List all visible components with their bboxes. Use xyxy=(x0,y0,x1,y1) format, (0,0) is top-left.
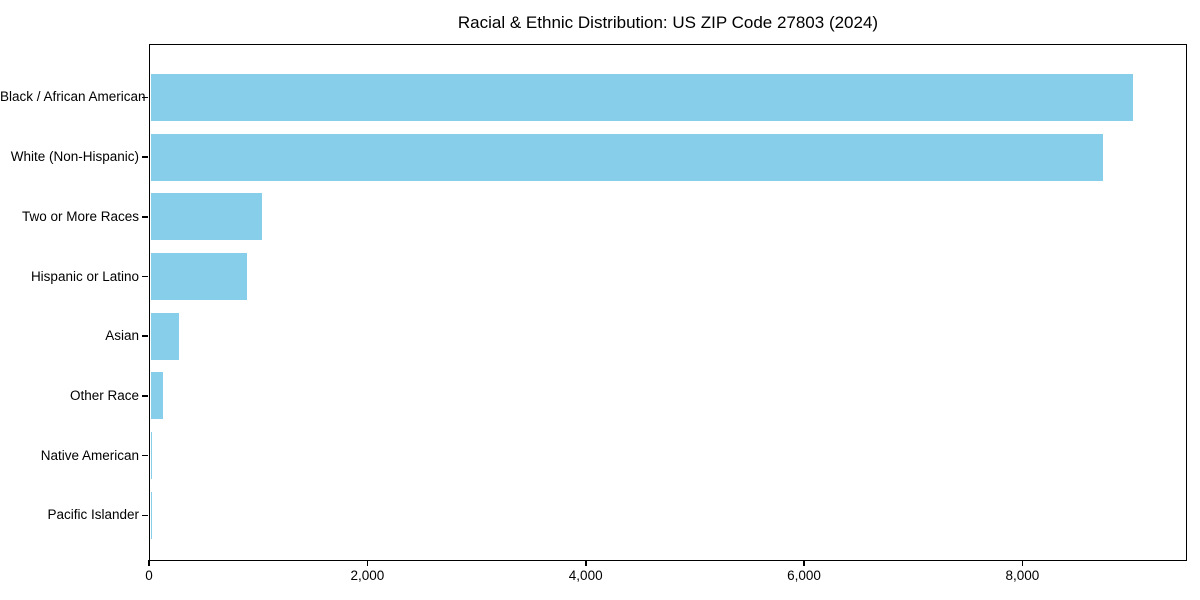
x-tick-mark xyxy=(1021,560,1024,566)
bar-asian xyxy=(150,312,180,360)
y-tick-label: White (Non-Hispanic) xyxy=(10,149,139,165)
x-tick-mark xyxy=(366,560,369,566)
x-tick-label: 4,000 xyxy=(568,568,603,583)
bar-black-african-american xyxy=(150,73,1134,121)
y-tick-mark xyxy=(142,275,148,278)
y-tick-mark xyxy=(142,156,148,158)
y-tick-mark xyxy=(142,335,148,337)
bar-hispanic-or-latino xyxy=(150,253,247,300)
y-tick-label: Asian xyxy=(105,328,139,344)
x-tick-label: 2,000 xyxy=(350,568,385,583)
y-tick-mark xyxy=(142,216,148,218)
x-tick-label: 8,000 xyxy=(1005,568,1040,583)
y-tick-label: Black / African American xyxy=(0,89,146,105)
x-tick-label: 6,000 xyxy=(787,568,821,583)
x-tick-mark xyxy=(148,560,150,566)
chart-title: Racial & Ethnic Distribution: US ZIP Cod… xyxy=(457,13,879,32)
x-tick-label: 0 xyxy=(145,568,153,583)
y-tick-label: Native American xyxy=(40,447,139,463)
x-tick-mark xyxy=(803,560,805,566)
y-tick-label: Hispanic or Latino xyxy=(30,268,139,284)
x-tick-mark xyxy=(584,560,587,566)
y-tick-mark xyxy=(142,96,148,99)
bar-two-or-more-races xyxy=(150,193,263,241)
bar-white-non-hispanic xyxy=(150,133,1104,181)
plot-area xyxy=(149,44,1187,561)
y-tick-mark xyxy=(142,395,148,397)
y-tick-label: Pacific Islander xyxy=(47,507,139,523)
bar-native-american xyxy=(150,432,152,480)
y-tick-label: Other Race xyxy=(69,387,139,403)
y-tick-label: Two or More Races xyxy=(21,208,139,224)
y-tick-mark xyxy=(142,454,148,457)
bar-other-race xyxy=(150,372,163,420)
y-tick-mark xyxy=(142,514,148,517)
